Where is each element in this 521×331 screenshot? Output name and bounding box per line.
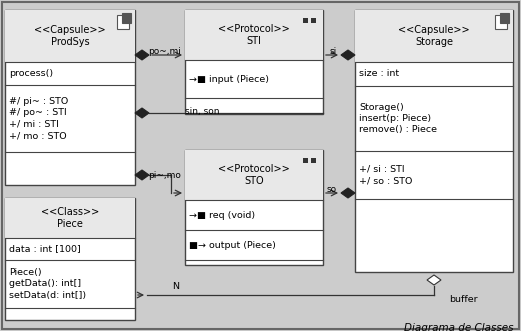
Bar [303,158,308,163]
Bar [185,10,323,60]
Text: sin, son: sin, son [185,107,219,116]
Polygon shape [341,50,355,60]
Bar [495,15,507,29]
Text: N: N [172,282,179,291]
Text: so: so [327,185,337,194]
Text: <<Capsule>>
ProdSys: <<Capsule>> ProdSys [34,25,106,47]
Bar [500,13,509,23]
Bar [303,18,308,23]
Text: <<Class>>
Piece: <<Class>> Piece [41,207,99,229]
Bar [311,158,316,163]
Bar [185,10,323,114]
Bar [355,10,513,62]
Text: Storage()
insert(p: Piece)
remove() : Piece: Storage() insert(p: Piece) remove() : Pi… [359,103,437,134]
Text: <<Protocol>>
STO: <<Protocol>> STO [218,164,290,186]
Text: pi~,mo: pi~,mo [148,171,181,180]
Text: process(): process() [9,69,53,78]
Bar [185,150,323,265]
Polygon shape [427,275,441,285]
Bar [5,10,135,62]
Text: #/ pi~ : STO
#/ po~ : STI
+/ mi : STI
+/ mo : STO: #/ pi~ : STO #/ po~ : STI +/ mi : STI +/… [9,97,68,140]
Bar [5,198,135,238]
Text: →■ req (void): →■ req (void) [189,211,255,219]
Text: si: si [330,47,337,56]
Bar [122,13,131,23]
Text: Piece()
getData(): int[]
setData(d: int[]): Piece() getData(): int[] setData(d: int[… [9,268,86,300]
Text: <<Protocol>>
STI: <<Protocol>> STI [218,24,290,46]
Text: Diagrama de Classes: Diagrama de Classes [403,323,513,331]
Bar [311,18,316,23]
Text: ■→ output (Piece): ■→ output (Piece) [189,241,276,250]
Bar [355,10,513,272]
Bar [5,10,135,185]
Bar [117,15,129,29]
Text: size : int: size : int [359,70,399,78]
Polygon shape [135,108,149,118]
Polygon shape [135,50,149,60]
Bar [5,198,135,320]
Bar [185,150,323,200]
Text: po~,mi: po~,mi [148,47,181,56]
Text: buffer: buffer [449,296,478,305]
Text: +/ si : STI
+/ so : STO: +/ si : STI +/ so : STO [359,165,413,185]
Polygon shape [135,170,149,180]
Text: →■ input (Piece): →■ input (Piece) [189,74,269,83]
Text: data : int [100]: data : int [100] [9,245,81,254]
Text: <<Capsule>>
Storage: <<Capsule>> Storage [398,25,470,47]
Polygon shape [341,188,355,198]
